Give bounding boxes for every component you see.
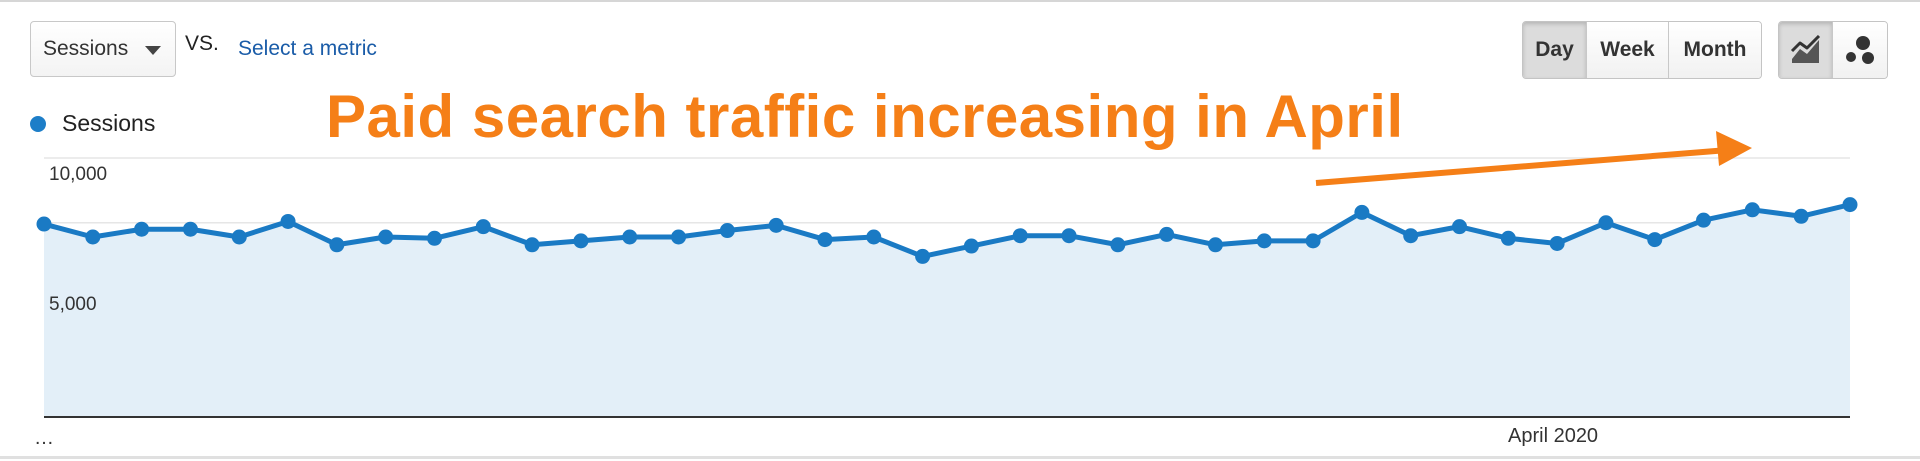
data-point [1598,215,1614,231]
data-point [1647,232,1663,248]
data-point [1500,230,1516,246]
data-point [378,229,394,245]
data-point [36,216,52,232]
data-point [1696,212,1712,228]
data-point [524,237,540,253]
data-point [280,213,296,229]
chart-legend: Sessions [30,110,155,137]
data-point [1061,228,1077,244]
data-point [182,221,198,237]
legend-series-label: Sessions [62,110,156,136]
series-line [43,202,1851,259]
day-button[interactable]: Day [1523,22,1587,78]
y-tick-label: 5,000 [49,293,97,315]
select-metric-link[interactable]: Select a metric [238,37,377,60]
data-point [1744,202,1760,218]
top-border [0,0,1920,2]
annotation-arrow-head [1716,131,1752,166]
data-point [1452,219,1468,235]
annotation-arrow-shaft [1315,147,1729,186]
data-point [329,237,345,253]
data-point [426,230,442,246]
bottom-border [0,456,1920,459]
data-point [475,219,491,235]
y-tick-label: 10,000 [49,164,108,185]
data-point [963,238,979,254]
data-point [1403,228,1419,244]
granularity-toggle: Day Week Month [1522,21,1762,79]
motion-chart-icon [1846,36,1874,64]
line-chart-button[interactable] [1779,22,1833,78]
data-point [1305,233,1321,249]
data-point [915,248,931,264]
data-point [719,223,735,239]
series-area [44,204,1850,417]
motion-chart-button[interactable] [1833,22,1887,78]
x-axis-label-start: … [34,427,54,449]
data-point [1793,208,1809,224]
data-point [134,221,150,237]
chevron-down-icon [145,46,161,55]
legend-series-dot [30,115,46,132]
vs-label: VS. [185,32,219,55]
data-point [231,229,247,245]
line-chart-icon [1790,35,1820,63]
data-point [1207,237,1223,253]
data-point [85,229,101,245]
data-point [1012,228,1028,244]
data-point [866,229,882,245]
chart-type-toggle [1778,21,1888,79]
data-point [671,229,687,245]
data-point [1549,235,1565,251]
data-point [1842,197,1858,213]
primary-metric-value: Sessions [43,37,129,60]
week-button[interactable]: Week [1587,22,1669,78]
data-point [1110,237,1126,253]
primary-metric-dropdown[interactable]: Sessions [30,21,176,77]
x-axis-label-april: April 2020 [1508,425,1599,447]
data-point [1354,204,1370,220]
data-point [622,229,638,245]
data-point [1256,233,1272,249]
month-button[interactable]: Month [1669,22,1761,78]
data-point [768,217,784,233]
data-point [817,232,833,248]
data-point [573,233,589,249]
data-point [1159,226,1175,242]
annotation-text: Paid search traffic increasing in April [326,83,1404,150]
